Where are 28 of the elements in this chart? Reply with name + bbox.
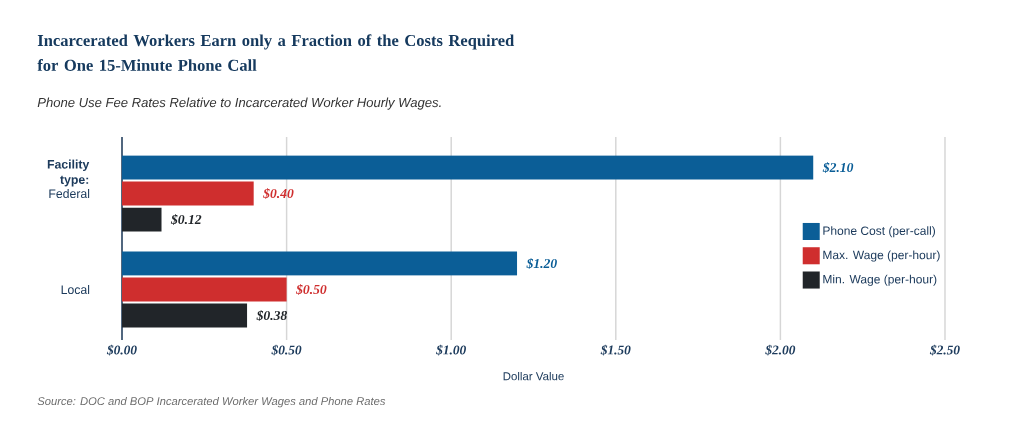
legend-label: Max. Wage (per-hour) bbox=[823, 250, 940, 262]
x-tick-label: $0.00 bbox=[106, 344, 137, 356]
bar bbox=[122, 277, 287, 302]
source-note: Source: DOC and BOP Incarcerated Worker Wages and Phone Rates bbox=[37, 396, 386, 408]
y-tick-label: Local bbox=[61, 285, 90, 295]
x-tick-label: $2.00 bbox=[765, 344, 796, 356]
legend-label: Min. Wage (per-hour) bbox=[823, 274, 937, 286]
legend-label: Phone Cost (per-call) bbox=[823, 226, 936, 238]
x-tick-label: $1.50 bbox=[600, 344, 631, 356]
x-tick-label: $2.50 bbox=[929, 344, 960, 356]
bar bbox=[122, 207, 162, 232]
bar bbox=[122, 155, 814, 180]
data-label: $0.12 bbox=[170, 214, 202, 225]
chart-subtitle: Phone Use Fee Rates Relative to Incarcerated Worker Hourly Wages. bbox=[37, 97, 441, 110]
x-tick-label: $0.50 bbox=[271, 344, 302, 356]
bar bbox=[122, 303, 248, 328]
chart-title: Incarcerated Workers Earn only a Fraction of the Costs Required for One 15-Minute Phone Call bbox=[37, 34, 515, 71]
data-label: $0.40 bbox=[263, 188, 294, 199]
data-label: $1.20 bbox=[526, 258, 557, 269]
bar bbox=[122, 251, 518, 276]
x-tick-label: $1.00 bbox=[436, 344, 466, 356]
bar bbox=[122, 181, 254, 206]
data-label: $2.10 bbox=[822, 162, 854, 173]
y-tick-label: Federal bbox=[49, 189, 90, 199]
data-label: $0.50 bbox=[295, 284, 327, 295]
x-axis-title: Dollar Value bbox=[503, 371, 564, 381]
y-axis-title: Facility type: bbox=[47, 159, 90, 187]
data-label: $0.38 bbox=[256, 310, 287, 321]
